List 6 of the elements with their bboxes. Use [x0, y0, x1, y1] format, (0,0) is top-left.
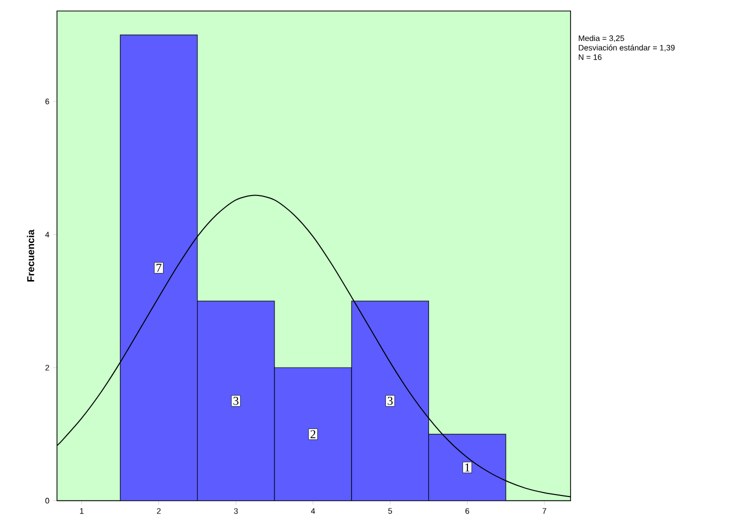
data-label: 3 [234, 396, 238, 405]
data-label: 3 [388, 396, 393, 405]
y-axis-title: Frecuencia [26, 229, 34, 282]
data-label: 2 [310, 430, 316, 438]
data-label: 1 [465, 463, 470, 472]
data-label: 7 [156, 264, 162, 272]
